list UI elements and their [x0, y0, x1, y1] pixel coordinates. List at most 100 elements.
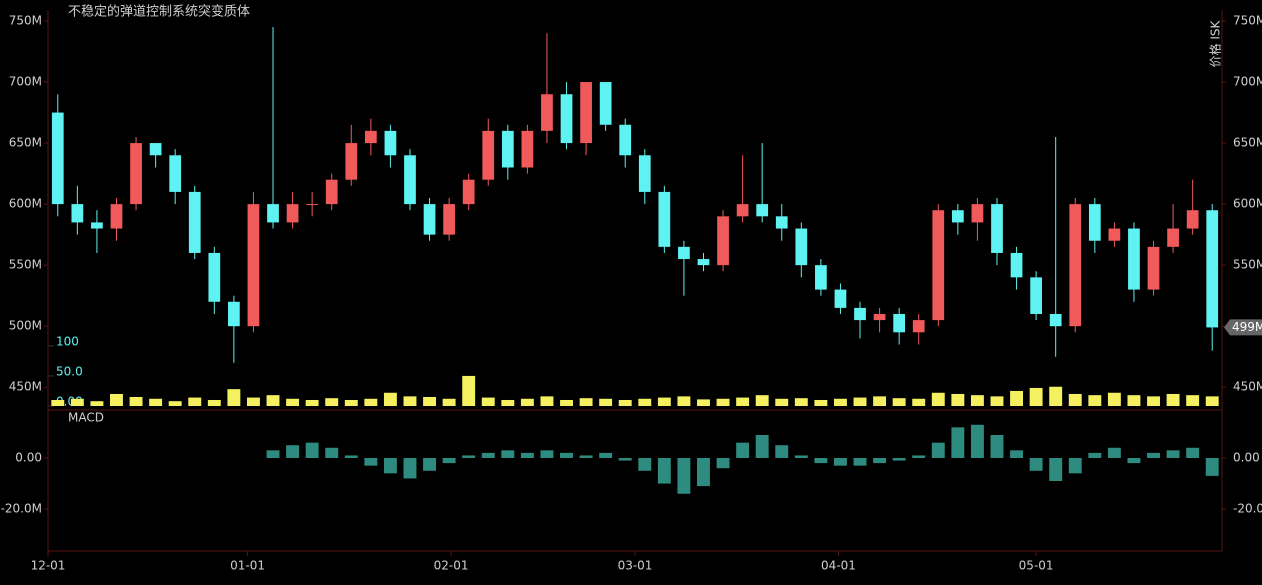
- bar: [364, 458, 378, 466]
- bar: [1205, 458, 1219, 476]
- y-tick-label-right: 600M: [1233, 197, 1262, 211]
- bar: [1029, 458, 1043, 471]
- candle-body: [541, 94, 553, 131]
- bar: [403, 396, 417, 406]
- bar: [873, 458, 887, 464]
- bar: [697, 458, 710, 487]
- candle-body: [873, 313, 886, 321]
- y-tick-label-right: 0.00: [1233, 451, 1260, 465]
- bar: [481, 452, 495, 458]
- candle-body: [521, 130, 534, 168]
- bar: [1166, 393, 1180, 406]
- bar: [344, 399, 358, 406]
- bar: [736, 442, 750, 458]
- bar: [462, 455, 476, 458]
- bar: [481, 397, 495, 406]
- candle-body: [91, 222, 103, 229]
- bar: [560, 452, 573, 458]
- candle-body: [971, 204, 984, 223]
- bar: [442, 398, 456, 406]
- candle-body: [756, 204, 769, 217]
- y-tick-label: 700M: [9, 75, 42, 89]
- bar: [755, 395, 769, 406]
- candle-body: [325, 179, 338, 205]
- candle-body: [384, 130, 397, 156]
- chart-title: 不稳定的弹道控制系统突变质体: [68, 4, 250, 20]
- candle-body: [658, 191, 671, 247]
- candle-body: [345, 143, 358, 180]
- candle-body: [501, 130, 514, 168]
- bar: [149, 398, 163, 406]
- last-price-label: 499M: [1232, 320, 1262, 334]
- bar: [1049, 458, 1063, 481]
- y-tick-label: 50.0: [56, 364, 83, 378]
- bar: [579, 398, 593, 406]
- candle-body: [834, 289, 847, 308]
- bar: [970, 395, 984, 406]
- y-tick-label: 550M: [9, 258, 42, 272]
- bar: [344, 455, 358, 458]
- bar: [990, 435, 1004, 458]
- candle-body: [717, 216, 729, 266]
- bar: [951, 427, 965, 458]
- bar: [677, 458, 691, 494]
- bar: [931, 392, 945, 406]
- candle-body: [815, 265, 827, 290]
- bar: [1205, 396, 1219, 406]
- candle-body: [893, 313, 906, 333]
- candle-body: [736, 204, 749, 217]
- bar: [286, 445, 300, 458]
- bar: [129, 396, 143, 406]
- bar: [266, 395, 280, 406]
- x-tick-label: 12-01: [31, 559, 66, 573]
- candle-body: [228, 301, 240, 327]
- bar: [1029, 387, 1043, 406]
- bar: [833, 398, 847, 406]
- bar: [618, 458, 632, 461]
- candle-body: [1069, 204, 1082, 327]
- bar: [1127, 458, 1141, 464]
- bar: [227, 389, 241, 406]
- y-tick-label-right: 450M: [1233, 380, 1262, 394]
- bar: [873, 396, 887, 406]
- bar: [599, 452, 613, 458]
- bar: [638, 398, 652, 406]
- bar: [266, 450, 280, 458]
- bar: [501, 399, 515, 406]
- candle-body: [482, 130, 495, 180]
- candle-body: [795, 228, 808, 266]
- bar: [1147, 396, 1160, 406]
- y-tick-label: 600M: [9, 197, 42, 211]
- candle-body: [188, 191, 201, 253]
- candle-body: [638, 155, 651, 192]
- candle-body: [130, 143, 142, 205]
- y-tick-label: 0.00: [15, 451, 42, 465]
- candle-body: [443, 204, 455, 235]
- bar: [716, 458, 730, 469]
- candle-body: [306, 204, 319, 206]
- bar: [1107, 447, 1121, 458]
- candle-body: [1128, 228, 1140, 290]
- candle-body: [149, 143, 162, 156]
- bar: [912, 455, 926, 458]
- bar: [462, 375, 476, 406]
- y-tick-label: 100: [56, 334, 79, 348]
- candle-body: [1049, 313, 1062, 327]
- bar: [677, 396, 691, 406]
- y-axis-label: 价格 ISK: [1208, 19, 1223, 67]
- candle-body: [1108, 228, 1121, 241]
- bar: [1127, 395, 1141, 406]
- y-tick-label: 750M: [9, 13, 42, 27]
- x-tick-label: 04-01: [821, 559, 856, 573]
- candle-body: [1206, 210, 1219, 328]
- bar: [951, 393, 965, 406]
- bar: [51, 399, 65, 406]
- candle-body: [110, 204, 123, 229]
- candle-body: [932, 210, 945, 321]
- bar: [1010, 450, 1024, 458]
- bar: [286, 398, 300, 406]
- bar: [1088, 452, 1102, 458]
- bar: [970, 424, 984, 458]
- bar: [1107, 392, 1121, 406]
